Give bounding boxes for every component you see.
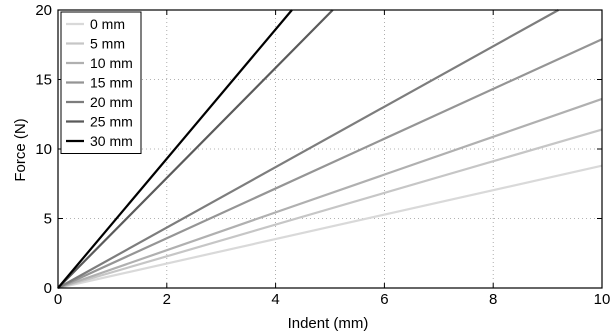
series-line-5-mm (57, 128, 603, 290)
y-tick-label: 5 (44, 211, 52, 228)
series-lines (57, 9, 603, 290)
legend-label: 20 mm (90, 94, 133, 110)
series-line-15-mm (57, 38, 603, 290)
legend: 0 mm 5 mm 10 mm 15 mm 20 mm 25 mm 30 mm (60, 11, 142, 154)
x-tick-label: 10 (594, 291, 611, 308)
series-line-30-mm (57, 9, 293, 289)
y-tick-label: 10 (35, 141, 52, 158)
x-tick-label: 8 (489, 291, 497, 308)
series-line-20-mm (57, 9, 560, 289)
legend-label: 10 mm (90, 55, 133, 71)
series-line-25-mm (57, 9, 334, 289)
legend-label: 25 mm (90, 114, 133, 130)
y-tick-label: 0 (44, 280, 52, 297)
series-line-10-mm (57, 97, 603, 290)
y-tick-label: 15 (35, 72, 52, 89)
x-tick-label: 4 (271, 291, 279, 308)
x-axis-label: Indent (mm) (288, 315, 369, 331)
y-tick-label: 20 (35, 2, 52, 19)
x-tick-label: 0 (54, 291, 62, 308)
legend-label: 5 mm (90, 36, 125, 52)
legend-label: 30 mm (90, 133, 133, 149)
y-axis-label: Force (N) (12, 118, 29, 181)
legend-label: 0 mm (90, 16, 125, 32)
x-tick-label: 6 (380, 291, 388, 308)
x-tick-label: 2 (163, 291, 171, 308)
legend-label: 15 mm (90, 75, 133, 91)
axis-ticks: 0 2 4 6 8 10 0 5 10 15 20 (35, 2, 610, 308)
grid-lines (58, 10, 602, 288)
series-line-0-mm (57, 164, 603, 290)
